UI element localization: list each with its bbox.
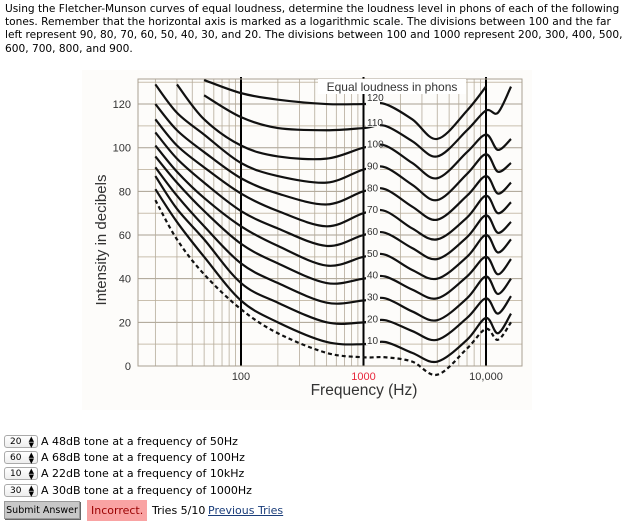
- selected-value: 60: [10, 452, 22, 463]
- status-badge: Incorrect.: [87, 500, 148, 521]
- previous-tries-link[interactable]: Previous Tries: [208, 504, 284, 517]
- phon-label: 50: [367, 249, 379, 260]
- phon-label: 40: [367, 271, 379, 282]
- threshold-curve: [154, 199, 512, 377]
- x-tick-label: 10,000: [469, 371, 503, 383]
- phon-label: 60: [367, 227, 379, 238]
- phon-select[interactable]: 30 ▲ ▼: [4, 484, 38, 497]
- y-tick-label: 40: [119, 274, 131, 286]
- y-tick-label: 100: [113, 143, 131, 155]
- phon-label-bg: [366, 269, 380, 280]
- y-tick-label: 20: [119, 317, 131, 329]
- phon-label-bg: [366, 116, 380, 127]
- phon-label: 90: [367, 162, 379, 173]
- phon-label-bg: [366, 291, 380, 302]
- tone-description: A 48dB tone at a frequency of 50Hz: [41, 435, 238, 448]
- y-tick-label: 80: [119, 186, 131, 198]
- submit-answer-button[interactable]: Submit Answer: [4, 501, 80, 519]
- phon-label: 100: [367, 140, 384, 151]
- selected-value: 20: [10, 436, 22, 447]
- updown-arrow-icon: ▲ ▼: [28, 483, 34, 498]
- answer-row: 60 ▲ ▼ A 68dB tone at a frequency of 100Hz: [4, 450, 245, 465]
- phon-label-bg: [366, 160, 380, 171]
- answer-row: 30 ▲ ▼ A 30dB tone at a frequency of 1000Hz: [4, 483, 252, 498]
- phon-label: 120: [367, 93, 384, 104]
- selected-value: 10: [10, 468, 22, 479]
- tries-count: Tries 5/10: [152, 504, 206, 517]
- x-axis-title: Frequency (Hz): [311, 382, 418, 399]
- y-tick-label: 120: [113, 99, 131, 111]
- phon-label-bg: [366, 204, 380, 215]
- answer-row: 20 ▲ ▼ A 48dB tone at a frequency of 50Hz: [4, 434, 238, 449]
- question-text: Using the Fletcher-Munson curves of equa…: [5, 3, 623, 55]
- phon-select[interactable]: 20 ▲ ▼: [4, 435, 38, 448]
- phon-label: 70: [367, 205, 379, 216]
- phon-label: 80: [367, 183, 379, 194]
- y-tick-label: 60: [119, 230, 131, 242]
- tone-description: A 68dB tone at a frequency of 100Hz: [41, 451, 245, 464]
- phon-label: 10: [367, 336, 379, 347]
- phon-label: 30: [367, 293, 379, 304]
- phon-label-bg: [366, 138, 380, 149]
- tone-description: A 22dB tone at a frequency of 10kHz: [41, 467, 245, 480]
- x-tick-label: 100: [232, 371, 250, 383]
- updown-arrow-icon: ▲ ▼: [28, 450, 34, 465]
- y-axis-title: Intensity in decibels: [93, 175, 110, 306]
- phon-label-bg: [366, 226, 380, 237]
- y-tick-label: 0: [125, 361, 131, 373]
- x-tick-label: 1000: [351, 371, 375, 383]
- phon-label-bg: [366, 182, 380, 193]
- phon-select[interactable]: 60 ▲ ▼: [4, 451, 38, 464]
- phon-label: 20: [367, 314, 379, 325]
- phon-curve-100: [176, 83, 512, 180]
- tone-description: A 30dB tone at a frequency of 1000Hz: [41, 484, 252, 497]
- updown-arrow-icon: ▲ ▼: [28, 434, 34, 449]
- selected-value: 30: [10, 485, 22, 496]
- phon-label-bg: [366, 247, 380, 258]
- chart-title: Equal loudness in phons: [327, 80, 458, 94]
- phon-curve-110: [203, 86, 512, 158]
- updown-arrow-icon: ▲ ▼: [28, 466, 34, 481]
- phon-label-bg: [366, 335, 380, 346]
- phon-label-bg: [366, 95, 380, 106]
- phon-select[interactable]: 10 ▲ ▼: [4, 467, 38, 480]
- legend-box: [318, 79, 466, 94]
- answer-row: 10 ▲ ▼ A 22dB tone at a frequency of 10kHz: [4, 466, 244, 481]
- phon-label-bg: [366, 313, 380, 324]
- phon-label: 110: [367, 118, 383, 129]
